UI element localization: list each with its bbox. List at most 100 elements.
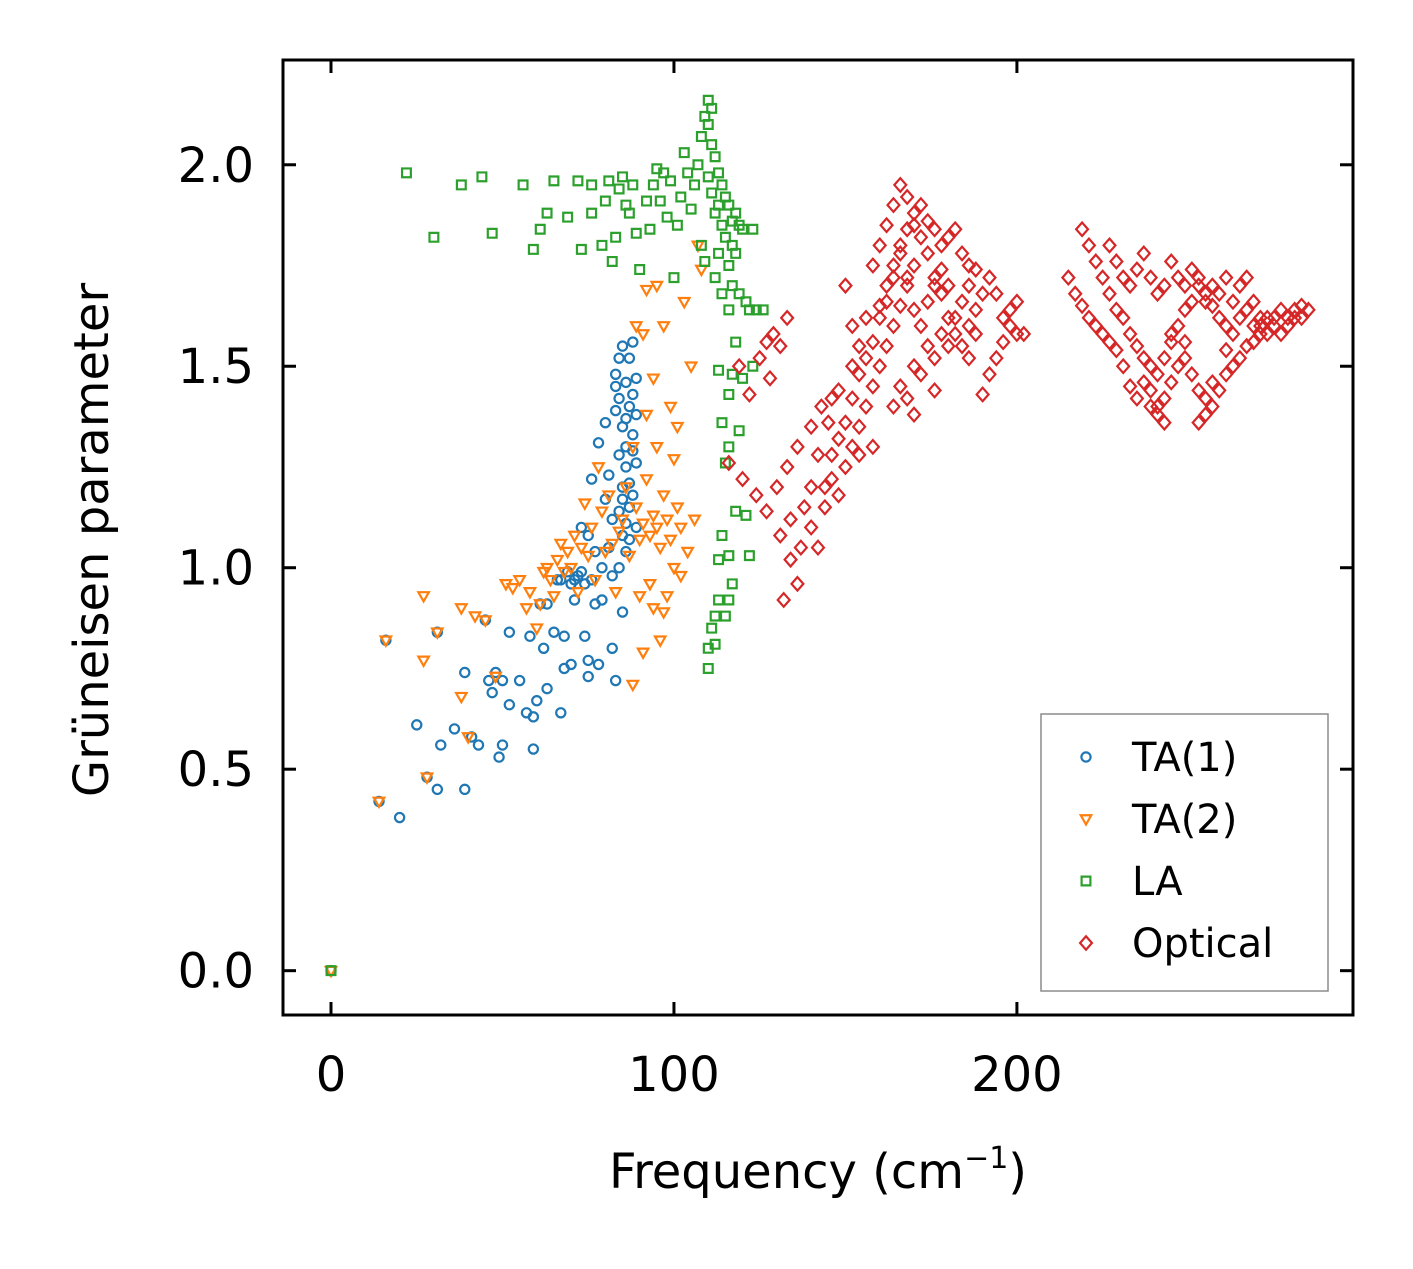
point-la [713, 247, 725, 259]
legend-label-optical: Optical [1132, 921, 1273, 967]
point-optical [1177, 301, 1193, 319]
point-optical [1074, 220, 1090, 238]
point-optical [961, 317, 977, 335]
point-ta2 [430, 627, 445, 640]
point-optical [934, 285, 949, 303]
point-optical [1156, 390, 1172, 407]
legend-marker-ta2 [1078, 814, 1094, 827]
point-la [723, 260, 735, 272]
point-la [726, 578, 738, 590]
legend-marker-ta1 [1080, 751, 1092, 763]
point-la [617, 171, 629, 183]
point-la [689, 179, 701, 191]
point-optical [961, 257, 977, 274]
point-optical [814, 398, 829, 415]
y-tick-label: 1.0 [178, 541, 254, 597]
point-ta1 [496, 739, 509, 751]
point-ta1 [599, 416, 612, 429]
point-optical [1129, 390, 1145, 407]
point-la [668, 272, 680, 284]
point-optical [803, 519, 819, 536]
point-ta2 [639, 474, 654, 487]
point-ta1 [585, 473, 598, 485]
point-la [661, 211, 673, 223]
point-la [716, 529, 728, 541]
point-ta1 [606, 513, 618, 526]
point-ta2 [663, 401, 678, 415]
point-ta2 [539, 562, 555, 576]
point-la [713, 594, 725, 606]
point-ta1 [609, 380, 622, 393]
point-ta2 [567, 530, 582, 544]
point-optical [1273, 325, 1289, 343]
point-ta1 [459, 783, 471, 796]
point-ta1 [582, 529, 594, 542]
point-ta1 [613, 562, 625, 574]
point-la [737, 223, 749, 235]
point-optical [1102, 333, 1117, 351]
point-optical [879, 277, 894, 295]
series-optical [721, 176, 1316, 609]
point-optical [892, 245, 908, 262]
point-optical [779, 309, 795, 327]
point-la [716, 417, 728, 429]
point-ta2 [560, 546, 575, 560]
point-la [706, 622, 718, 634]
y-tick-label: 0.5 [178, 742, 254, 798]
point-optical [1074, 297, 1090, 315]
point-la [630, 227, 642, 239]
point-ta2 [563, 562, 579, 576]
point-ta2 [656, 321, 671, 334]
legend-entry-optical: Optical [1078, 921, 1273, 967]
point-optical [1108, 253, 1124, 270]
point-optical [1163, 253, 1179, 270]
point-optical [1156, 414, 1172, 432]
point-optical [886, 257, 901, 274]
point-optical [735, 470, 750, 488]
point-optical [752, 349, 768, 367]
point-ta1 [606, 642, 618, 655]
point-ta2 [587, 574, 603, 588]
point-ta2 [670, 502, 685, 516]
point-la [627, 179, 639, 191]
point-la [723, 304, 735, 316]
point-optical [872, 309, 888, 327]
point-la [733, 425, 745, 437]
point-optical [913, 228, 929, 246]
series-ta2 [323, 240, 709, 979]
point-ta1 [513, 674, 526, 687]
point-la [548, 175, 560, 187]
point-optical [1115, 309, 1131, 327]
point-ta2 [625, 441, 640, 455]
point-ta2 [639, 284, 654, 298]
point-optical [940, 277, 956, 295]
point-optical [858, 309, 874, 327]
point-ta2 [550, 554, 565, 568]
point-optical [899, 188, 915, 206]
point-la [730, 505, 742, 517]
legend-label-ta2: TA(2) [1131, 797, 1237, 843]
point-ta2 [687, 514, 702, 528]
point-la [575, 243, 587, 255]
point-optical [1259, 325, 1275, 343]
point-ta2 [673, 570, 688, 584]
point-ta1 [627, 445, 639, 457]
point-ta1 [537, 642, 550, 655]
point-la [606, 255, 618, 267]
point-ta1 [623, 533, 636, 546]
point-optical [759, 502, 774, 520]
point-optical [803, 478, 819, 496]
point-ta1 [459, 666, 471, 679]
point-ta2 [598, 546, 613, 560]
point-ta1 [596, 562, 608, 574]
point-ta2 [533, 599, 548, 612]
point-optical [762, 369, 778, 387]
point-optical [872, 236, 888, 254]
point-la [709, 638, 721, 650]
point-la [695, 131, 707, 143]
point-ta1 [630, 457, 642, 469]
point-optical [940, 228, 956, 246]
point-ta1 [579, 630, 591, 642]
point-la [634, 264, 646, 276]
point-optical [927, 349, 943, 367]
